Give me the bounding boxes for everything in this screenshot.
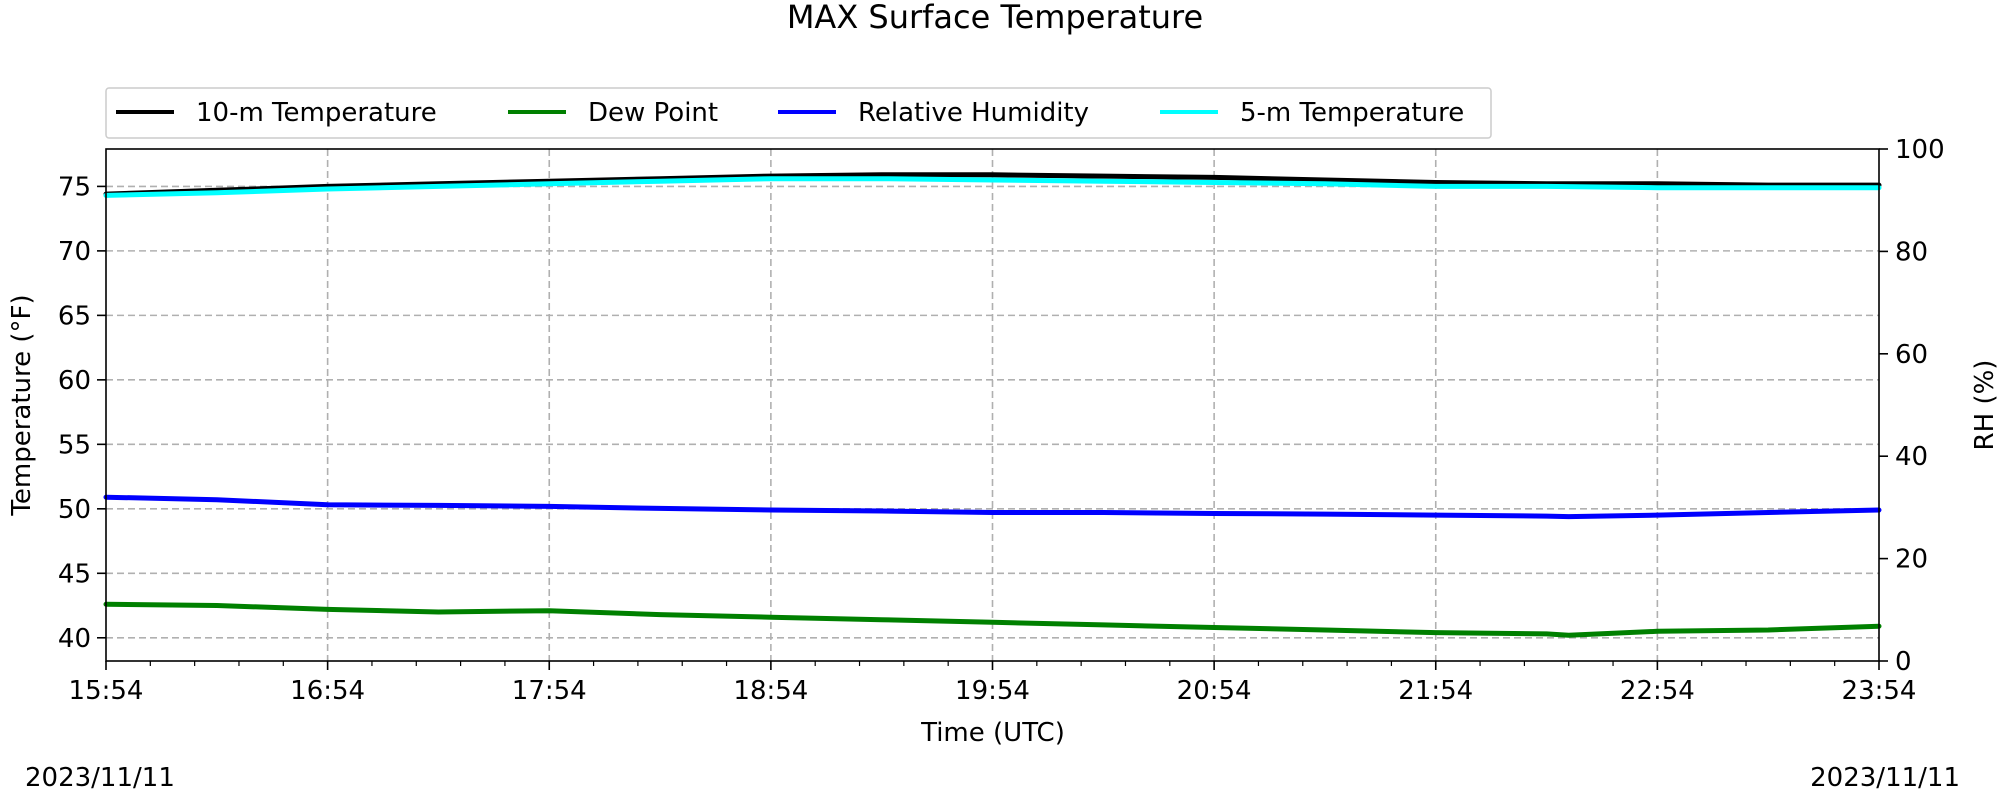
date-right: 2023/11/11 <box>1810 763 1960 793</box>
series-line-10-m-temperature <box>103 172 1882 197</box>
series-lines <box>103 172 1882 638</box>
x-tick-label: 15:54 <box>69 676 144 706</box>
series-line-relative-humidity <box>103 494 1882 520</box>
x-tick-label: 17:54 <box>512 676 587 706</box>
y-tick-label: 50 <box>58 495 91 525</box>
date-left: 2023/11/11 <box>25 763 175 793</box>
y2-axis-label: RH (%) <box>1970 360 2000 451</box>
y2-tick-label: 0 <box>1895 647 1912 677</box>
x-tick-label: 20:54 <box>1177 676 1252 706</box>
legend-label: Dew Point <box>588 98 718 128</box>
y-tick-label: 70 <box>58 237 91 267</box>
y-axis-right: 0 20 40 60 80 100 <box>1879 135 1945 677</box>
x-tick-label: 18:54 <box>733 676 808 706</box>
x-tick-label: 16:54 <box>290 676 365 706</box>
y-tick-label: 65 <box>58 301 91 331</box>
grid-lines <box>106 149 1879 661</box>
x-axis: 15:54 16:54 17:54 18:54 19:54 20:54 21:54 22:54… <box>69 661 1917 706</box>
y2-tick-label: 20 <box>1895 545 1928 575</box>
series-line-dew-point <box>103 601 1882 638</box>
legend-label: Relative Humidity <box>858 98 1089 128</box>
legend-label: 5-m Temperature <box>1240 98 1464 128</box>
y-tick-label: 60 <box>58 366 91 396</box>
y-axis-left: 40 45 50 55 60 65 70 75 <box>58 172 106 654</box>
y-tick-label: 55 <box>58 430 91 460</box>
series-line-5-m-temperature <box>103 176 1882 198</box>
x-axis-label: Time (UTC) <box>920 718 1065 748</box>
y2-tick-label: 40 <box>1895 442 1928 472</box>
y2-tick-label: 60 <box>1895 340 1928 370</box>
y-axis-label: Temperature (°F) <box>7 294 37 516</box>
legend: 10-m Temperature Dew Point Relative Humidi… <box>105 87 1492 139</box>
chart-title: MAX Surface Temperature <box>787 0 1203 36</box>
x-tick-label: 19:54 <box>955 676 1030 706</box>
x-tick-label: 22:54 <box>1620 676 1695 706</box>
x-tick-label: 23:54 <box>1842 676 1917 706</box>
y2-tick-label: 80 <box>1895 237 1928 267</box>
y-tick-label: 75 <box>58 172 91 202</box>
y-tick-label: 45 <box>58 559 91 589</box>
x-tick-label: 21:54 <box>1398 676 1473 706</box>
y2-tick-label: 100 <box>1895 135 1945 165</box>
y-tick-label: 40 <box>58 624 91 654</box>
legend-label: 10-m Temperature <box>196 98 437 128</box>
